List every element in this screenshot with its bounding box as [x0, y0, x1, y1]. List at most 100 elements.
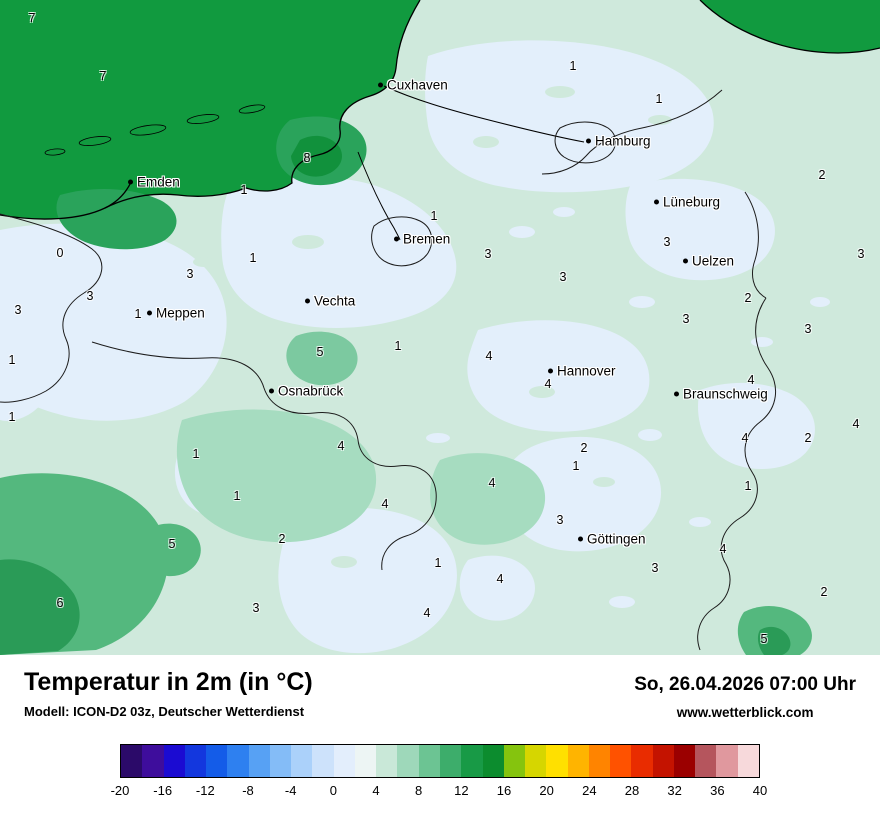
temp-value-label: 1	[249, 251, 257, 265]
temp-value-label: 1	[572, 459, 580, 473]
city-dot-icon	[586, 138, 591, 144]
colorbar-tick-label: 20	[539, 783, 554, 798]
city-name-label: Lüneburg	[663, 194, 721, 210]
temp-value-label: 1	[744, 479, 752, 493]
weather-map-canvas	[0, 0, 880, 655]
temp-value-label: 3	[484, 247, 492, 261]
temp-value-label: 3	[86, 289, 94, 303]
colorbar-tick-label: -4	[284, 783, 297, 798]
city-marker-gttingen: Göttingen	[578, 532, 646, 547]
footer: Temperatur in 2m (in °C) Modell: ICON-D2…	[0, 655, 880, 830]
model-info: Modell: ICON-D2 03z, Deutscher Wetterdie…	[24, 703, 305, 719]
temp-value-label: 4	[485, 349, 493, 363]
colorbar-cell	[503, 745, 526, 777]
temp-value-label: 4	[852, 417, 860, 431]
colorbar-cell	[376, 745, 398, 777]
colorbar-cell	[631, 745, 653, 777]
city-dot-icon	[378, 82, 383, 88]
colorbar-tick-label: 28	[624, 783, 640, 798]
footer-right: So, 26.04.2026 07:00 Uhr www.wetterblick…	[634, 669, 856, 720]
mild-green-regions	[176, 331, 546, 545]
colorbar-cell	[610, 745, 632, 777]
city-marker-braunschweig: Braunschweig	[674, 387, 768, 402]
colorbar-tick-label: 16	[496, 783, 512, 798]
colorbar	[120, 744, 760, 778]
city-dot-icon	[548, 368, 553, 374]
colorbar-tick-label: 0	[329, 783, 337, 798]
city-dot-icon	[578, 536, 583, 542]
colorbar-cell	[546, 745, 568, 777]
temp-value-label: 6	[56, 596, 64, 610]
temp-value-label: 2	[818, 168, 826, 182]
colorbar-cell	[525, 745, 547, 777]
temp-value-label: 1	[233, 489, 241, 503]
temp-value-label: 8	[303, 151, 311, 165]
colorbar-cell	[312, 745, 334, 777]
colorbar-cell	[142, 745, 164, 777]
islands	[44, 104, 266, 156]
city-dot-icon	[394, 236, 399, 242]
temp-value-label: 2	[804, 431, 812, 445]
green-speckles	[193, 86, 672, 568]
city-name-label: Osnabrück	[278, 383, 344, 399]
city-marker-emden: Emden	[128, 175, 180, 190]
city-name-label: Braunschweig	[683, 386, 768, 402]
temp-value-label: 1	[655, 92, 663, 106]
temp-value-label: 3	[252, 601, 260, 615]
city-name-label: Vechta	[314, 293, 356, 309]
city-dot-icon	[147, 310, 152, 316]
warm-green-regions	[0, 473, 812, 655]
temp-value-label: 3	[14, 303, 22, 317]
colorbar-cell	[567, 745, 589, 777]
colorbar-cell	[269, 745, 292, 777]
blue-speckles	[110, 207, 830, 608]
temp-value-label: 2	[278, 532, 286, 546]
valid-datetime: So, 26.04.2026 07:00 Uhr	[634, 674, 856, 695]
colorbar-cell	[588, 745, 611, 777]
temp-value-label: 5	[316, 345, 324, 359]
city-dot-icon	[269, 388, 274, 394]
city-name-label: Meppen	[156, 305, 205, 321]
colorbar-tick-label: 12	[454, 783, 469, 798]
temp-value-label: 3	[651, 561, 659, 575]
colorbar-tick-label: -16	[153, 783, 173, 798]
temp-value-label: 3	[663, 235, 671, 249]
temp-value-label: 4	[719, 542, 727, 556]
temp-value-label: 3	[559, 270, 567, 284]
colorbar-tick-label: 24	[582, 783, 597, 798]
city-marker-cuxhaven: Cuxhaven	[378, 78, 448, 93]
colorbar-tick-label: -8	[242, 783, 254, 798]
colorbar-cell	[184, 745, 207, 777]
city-name-label: Hamburg	[595, 133, 651, 149]
city-name-label: Emden	[137, 174, 180, 190]
colorbar-cell	[163, 745, 185, 777]
temp-value-label: 1	[394, 339, 402, 353]
sea-region	[0, 0, 880, 250]
colorbar-cell	[206, 745, 228, 777]
city-marker-meppen: Meppen	[147, 306, 205, 321]
colorbar-tick-label: -20	[110, 783, 130, 798]
city-dot-icon	[674, 391, 679, 397]
city-marker-vechta: Vechta	[305, 294, 355, 309]
temp-value-label: 1	[240, 183, 248, 197]
city-name-label: Hannover	[557, 363, 616, 379]
city-name-label: Cuxhaven	[387, 77, 448, 93]
colorbar-tick-label: -12	[195, 783, 215, 798]
colorbar-cell	[333, 745, 355, 777]
coastline	[0, 0, 880, 241]
temp-value-label: 4	[747, 373, 755, 387]
colorbar-labels: -20 -16 -12 -8 -4 0 4 8 12 16 20 24 28 32 36 40	[111, 783, 768, 801]
city-marker-bremen: Bremen	[394, 232, 450, 247]
temperature-scale: -20 -16 -12 -8 -4 0 4 8 12 16 20 24 28 32 36 40	[111, 744, 768, 801]
colorbar-cell	[354, 745, 377, 777]
temp-value-label: 5	[760, 632, 768, 646]
city-marker-uelzen: Uelzen	[683, 254, 734, 269]
temp-value-label: 1	[569, 59, 577, 73]
colorbar-cell	[227, 745, 249, 777]
temp-value-label: 1	[134, 307, 142, 321]
temp-value-label: 0	[56, 246, 64, 260]
temp-value-label: 3	[857, 247, 865, 261]
temp-value-label: 4	[337, 439, 345, 453]
colorbar-tick-label: 8	[415, 783, 423, 798]
